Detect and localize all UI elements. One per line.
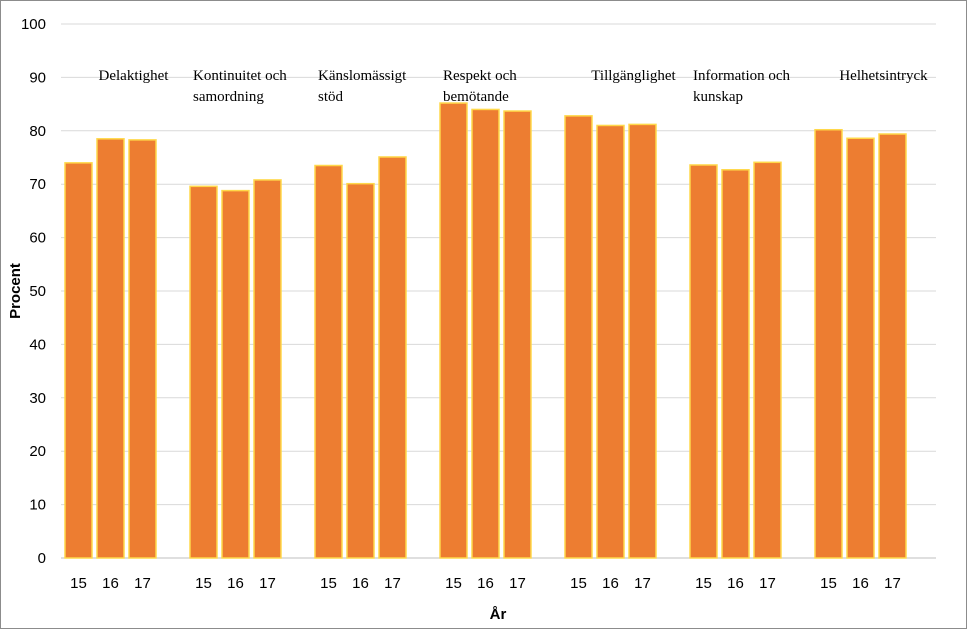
x-tick-label: 15 — [570, 575, 587, 592]
bar — [346, 182, 375, 559]
x-tick-label: 16 — [227, 575, 244, 592]
x-tick-label: 16 — [727, 575, 744, 592]
group-label: Tillgänglighet — [591, 68, 676, 84]
bar — [503, 110, 532, 559]
bar — [596, 124, 625, 559]
x-tick-label: 15 — [195, 575, 212, 592]
bar — [753, 161, 782, 559]
bar — [189, 185, 218, 559]
group-label: Information och — [693, 68, 791, 84]
y-tick-label: 40 — [29, 336, 46, 353]
bar — [314, 164, 343, 559]
y-tick-label: 10 — [29, 497, 46, 514]
x-tick-label: 17 — [634, 575, 651, 592]
group-label: kunskap — [693, 89, 743, 105]
x-tick-label: 15 — [320, 575, 337, 592]
x-tick-label: 16 — [352, 575, 369, 592]
x-axis-title: År — [490, 606, 507, 623]
y-tick-label: 20 — [29, 443, 46, 460]
y-tick-label: 70 — [29, 176, 46, 193]
bar — [878, 133, 907, 559]
bar — [814, 128, 843, 559]
group-label: Respekt och — [443, 68, 517, 84]
x-tick-label: 17 — [259, 575, 276, 592]
bar — [439, 102, 468, 559]
x-tick-label: 17 — [384, 575, 401, 592]
x-tick-label: 17 — [759, 575, 776, 592]
bar — [128, 139, 157, 559]
x-tick-labels: 15 16 17 15 16 17 15 16 17 15 16 17 15 16 17 15 16 17 15 16… — [70, 575, 901, 592]
x-tick-label: 15 — [445, 575, 462, 592]
y-tick-label: 30 — [29, 390, 46, 407]
x-tick-label: 16 — [852, 575, 869, 592]
x-tick-label: 16 — [477, 575, 494, 592]
bar — [564, 115, 593, 559]
bar — [64, 162, 93, 559]
bar — [378, 156, 407, 559]
bars — [64, 102, 907, 559]
y-tick-label: 50 — [29, 283, 46, 300]
group-label: Kontinuitet och — [193, 68, 287, 84]
bar — [846, 137, 875, 559]
y-tick-label: 90 — [29, 69, 46, 86]
y-tick-label: 0 — [38, 550, 46, 567]
x-tick-label: 17 — [884, 575, 901, 592]
x-tick-label: 15 — [695, 575, 712, 592]
bar — [721, 169, 750, 559]
y-tick-labels: 0 10 20 30 40 50 60 70 80 90 100 — [21, 16, 46, 567]
bar — [253, 179, 282, 559]
bar — [96, 138, 125, 559]
bar — [471, 108, 500, 559]
group-label: samordning — [193, 89, 264, 105]
group-label: Helhetsintryck — [839, 68, 928, 84]
group-label: stöd — [318, 89, 344, 105]
x-tick-label: 17 — [134, 575, 151, 592]
group-label: Delaktighet — [99, 68, 170, 84]
x-tick-label: 16 — [602, 575, 619, 592]
y-tick-label: 80 — [29, 123, 46, 140]
y-axis-title: Procent — [7, 263, 24, 319]
x-tick-label: 15 — [820, 575, 837, 592]
group-label: Känslomässigt — [318, 68, 407, 84]
y-tick-label: 100 — [21, 16, 46, 33]
x-tick-label: 16 — [102, 575, 119, 592]
x-tick-label: 15 — [70, 575, 87, 592]
group-labels: Delaktighet Kontinuitet och samordning Käns… — [99, 68, 929, 105]
group-label: bemötande — [443, 89, 509, 105]
bar — [221, 189, 250, 559]
y-tick-label: 60 — [29, 230, 46, 247]
bar — [689, 164, 718, 559]
bar — [628, 123, 657, 559]
x-tick-label: 17 — [509, 575, 526, 592]
